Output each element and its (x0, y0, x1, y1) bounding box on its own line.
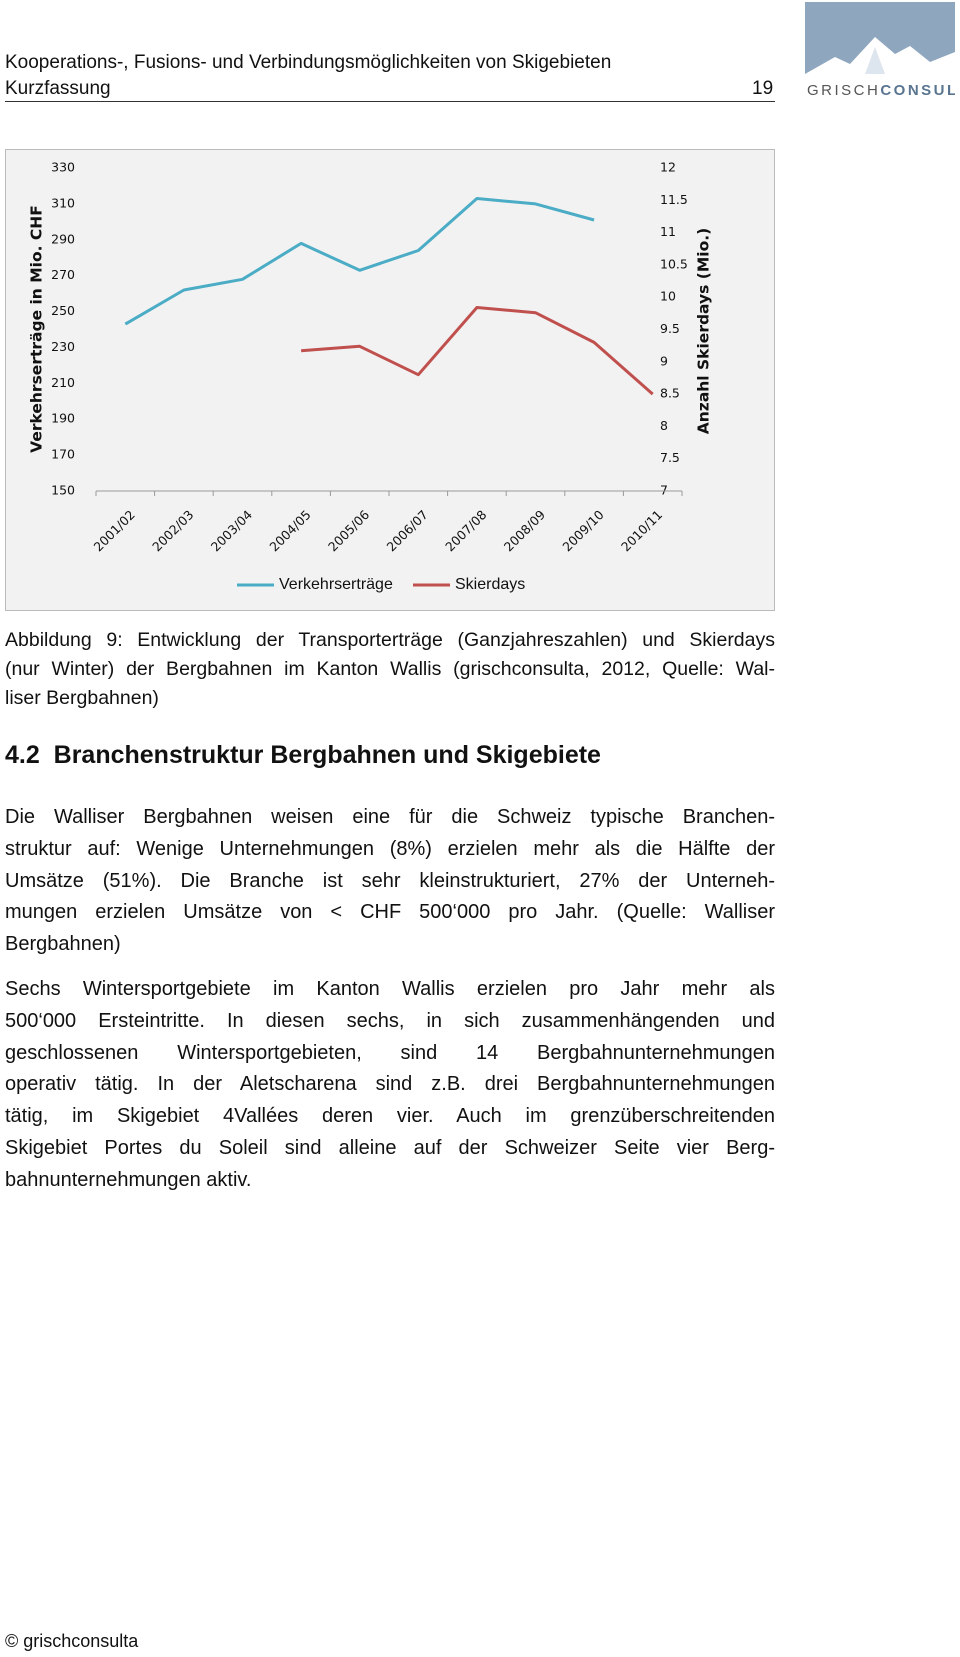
y-tick-label: 170 (51, 447, 75, 462)
text-line: Abbildung 9: Entwicklung der Transporter… (5, 629, 775, 651)
y-tick-label: 270 (51, 267, 75, 282)
series-line (124, 197, 595, 326)
text-line: 500‘000 Ersteintritte. In diesen sechs, … (5, 1009, 775, 1032)
logo-text: GRISCHCONSULTA (807, 82, 955, 99)
paragraph: Sechs Wintersportgebiete im Kanton Walli… (5, 974, 775, 1197)
y-tick-label: 310 (51, 195, 75, 210)
text-line: Bergbahnen) (5, 933, 121, 956)
y2-tick-label: 11 (660, 224, 676, 239)
y-tick-label: 230 (51, 339, 75, 354)
caption: Abbildung 9: Entwicklung der Transporter… (5, 626, 775, 713)
y2-tick-label: 7.5 (660, 450, 680, 465)
y-tick-label: 250 (51, 303, 75, 318)
y2-tick-label: 9.5 (660, 321, 680, 336)
y2-tick-label: 12 (660, 160, 676, 175)
logo: GRISCHCONSULTA (805, 2, 955, 99)
logo-mountains (805, 37, 955, 74)
header-title: Kooperations-, Fusions- und Verbindungsm… (5, 52, 612, 73)
legend-label: Verkehrserträge (279, 576, 393, 593)
paragraph: Die Walliser Bergbahnen weisen eine für … (5, 802, 775, 961)
y-tick-label: 190 (51, 411, 75, 426)
header-subtitle: Kurzfassung (5, 78, 111, 99)
logo-part2: CONSULTA (880, 82, 955, 99)
text-line: (nur Winter) der Bergbahnen im Kanton Wa… (5, 658, 775, 680)
section-heading: 4.2 Branchenstruktur Bergbahnen und Skig… (5, 741, 601, 769)
text-line: tätig, im Skigebiet 4Vallées deren vier.… (5, 1105, 775, 1128)
text-line: Skigebiet Portes du Soleil sind alleine … (5, 1136, 775, 1159)
logo-shade (865, 47, 885, 74)
text-line: operativ tätig. In der Aletscharena sind… (5, 1073, 775, 1096)
page-number: 19 (752, 78, 774, 99)
text-line: mungen erzielen Umsätze von < CHF 500‘00… (5, 901, 775, 924)
y2-tick-label: 10.5 (660, 256, 688, 271)
series-line (300, 306, 654, 396)
y-axis-title: Verkehrserträge in Mio. CHF (28, 205, 46, 453)
y2-tick-label: 11.5 (660, 192, 688, 207)
legend-label: Skierdays (455, 576, 525, 593)
text-line: struktur auf: Wenige Unternehmungen (8%)… (5, 837, 775, 860)
chart-frame (5, 149, 775, 611)
text-line: Umsätze (51%). Die Branche ist sehr klei… (5, 869, 775, 892)
text-line: bahnunternehmungen aktiv. (5, 1168, 252, 1191)
y2-tick-label: 8.5 (660, 386, 680, 401)
text-line: Die Walliser Bergbahnen weisen eine für … (5, 806, 775, 828)
y-tick-label: 330 (51, 160, 75, 175)
text-line: liser Bergbahnen) (5, 687, 159, 709)
y-tick-label: 210 (51, 375, 75, 390)
y2-tick-label: 7 (660, 483, 668, 498)
text-line: geschlossenen Wintersportgebieten, sind … (5, 1041, 775, 1064)
text-line: Sechs Wintersportgebiete im Kanton Walli… (5, 978, 775, 1000)
logo-part1: GRISCH (807, 82, 880, 99)
footer: © grischconsulta (5, 1631, 139, 1651)
header-rule (5, 101, 775, 102)
y2-tick-label: 9 (660, 353, 668, 368)
y2-tick-label: 8 (660, 418, 668, 433)
y2-tick-label: 10 (660, 289, 676, 304)
chart: 150 170 190 210 230 250 270 290 310 330 7 7.5 8 8.5 9 9… (5, 149, 775, 611)
y-tick-label: 290 (51, 231, 75, 246)
y2-axis-title: Anzahl Skierdays (Mio.) (695, 228, 713, 434)
y-tick-label: 150 (51, 483, 75, 498)
